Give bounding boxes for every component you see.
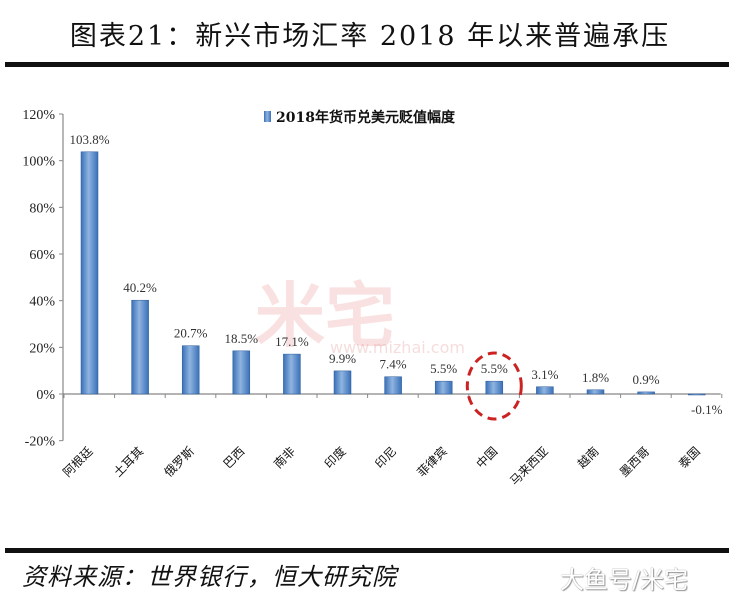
bar-chart: 120% 100% 80% 60% 40% 20% 0% -20% 2018年货币兑美元贬值幅度… xyxy=(22,108,723,488)
source-note: 资料来源：世界银行，恒大研究院 xyxy=(22,563,397,591)
x-tick-label: 中国 xyxy=(473,444,501,472)
legend-label: 2018年货币兑美元贬值幅度 xyxy=(276,109,456,126)
data-label: 5.5% xyxy=(481,361,508,376)
top-rule xyxy=(5,62,729,67)
y-tick-label: 100% xyxy=(22,155,55,170)
page-title: 图表21：新兴市场汇率 2018 年以来普遍承压 xyxy=(69,21,671,52)
y-tick-label: 60% xyxy=(29,248,55,263)
bar xyxy=(434,380,453,395)
x-tick-label: 阿根廷 xyxy=(60,444,95,479)
x-tick-label: 泰国 xyxy=(676,444,703,471)
data-label: 103.8% xyxy=(69,132,109,147)
watermark-logo: 米宅 xyxy=(255,275,395,357)
bar xyxy=(80,151,99,395)
data-label: 5.5% xyxy=(430,361,457,376)
data-label: 17.1% xyxy=(275,334,309,349)
legend-swatch xyxy=(264,111,271,122)
x-tick-label: 俄罗斯 xyxy=(161,444,196,479)
y-tick-label: 120% xyxy=(22,108,55,123)
bar xyxy=(131,299,149,395)
bar xyxy=(333,370,352,395)
data-label: 0.9% xyxy=(633,372,660,387)
data-label: 18.5% xyxy=(225,331,259,346)
bar xyxy=(485,380,504,395)
bar xyxy=(181,345,200,395)
x-tick-label: 印度 xyxy=(321,444,349,472)
watermark-corner: 大鱼号/米宅 xyxy=(560,566,689,594)
watermark-url: www.mizhai.com xyxy=(330,338,465,357)
y-tick-label: 40% xyxy=(29,295,55,310)
bar xyxy=(586,389,605,395)
data-label: 9.9% xyxy=(329,351,356,366)
data-label: 1.8% xyxy=(582,370,609,385)
x-tick-label: 印尼 xyxy=(372,444,399,471)
y-tick-label: 80% xyxy=(29,201,55,216)
bar xyxy=(536,386,554,395)
highlight-circle xyxy=(465,351,523,421)
x-tick-label: 马来西亚 xyxy=(507,444,551,488)
x-tick-label: 南非 xyxy=(270,444,298,472)
y-tick-label: 20% xyxy=(29,341,55,356)
bar xyxy=(232,350,251,395)
bar xyxy=(283,353,301,395)
x-tick-label: 菲律宾 xyxy=(414,444,450,480)
data-label: 3.1% xyxy=(531,367,558,382)
data-label: -0.1% xyxy=(691,402,723,417)
data-label: 7.4% xyxy=(380,357,407,372)
x-tick-label: 巴西 xyxy=(221,444,248,471)
x-tick-label: 土耳其 xyxy=(111,444,146,479)
y-tick-label: -20% xyxy=(25,435,56,450)
bar xyxy=(687,393,706,396)
x-tick-label: 墨西哥 xyxy=(617,444,652,479)
data-label: 40.2% xyxy=(123,280,157,295)
bar xyxy=(384,376,402,395)
x-tick-label: 越南 xyxy=(574,444,602,472)
bar xyxy=(637,391,655,395)
data-label: 20.7% xyxy=(174,326,208,341)
bottom-rule xyxy=(5,548,729,553)
y-tick-label: 0% xyxy=(36,388,55,403)
